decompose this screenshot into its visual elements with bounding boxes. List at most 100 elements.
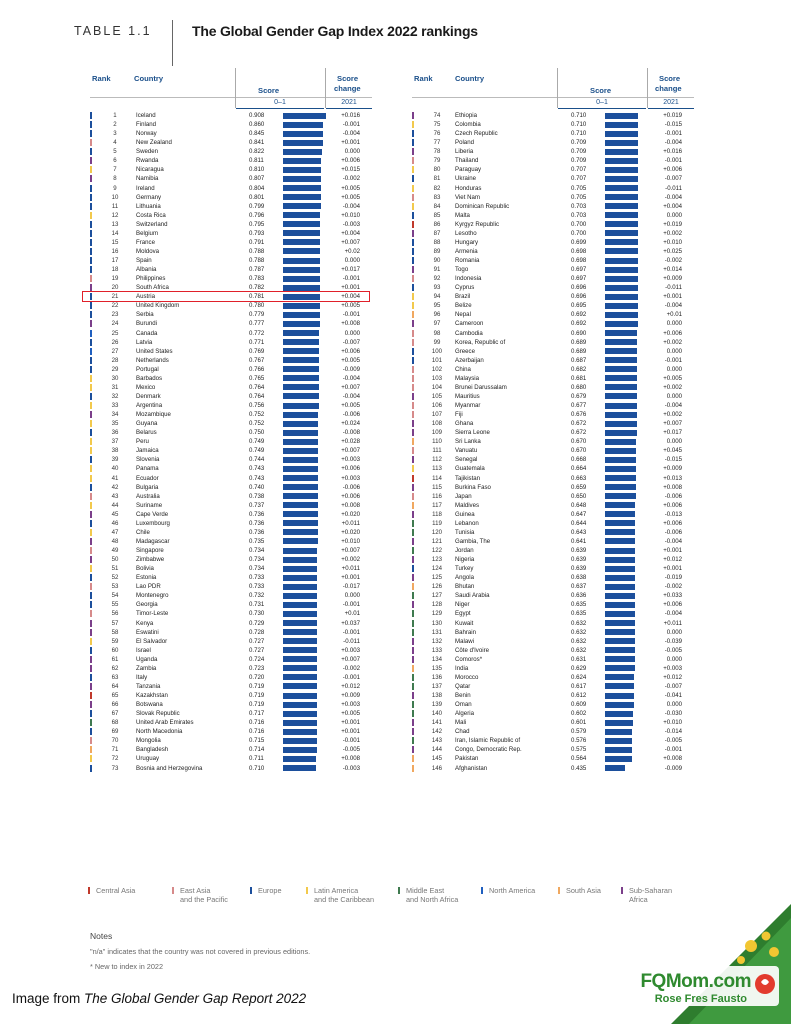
score-bar bbox=[605, 130, 639, 137]
rank-cell: 34 bbox=[111, 411, 119, 419]
rank-cell: 127 bbox=[431, 592, 443, 600]
score-change-cell: 0.000 bbox=[344, 592, 360, 600]
table-row: 105 Mauritius 0.679 0.000 bbox=[412, 392, 694, 401]
country-cell: Thailand bbox=[455, 157, 479, 165]
score-change-cell: -0.007 bbox=[664, 175, 682, 183]
right-vdivider-1 bbox=[557, 68, 558, 108]
score-bar bbox=[605, 402, 637, 409]
table-row: 54 Montenegro 0.732 0.000 bbox=[90, 591, 372, 600]
table-row: 19 Philippines 0.783 -0.001 bbox=[90, 274, 372, 283]
region-marker bbox=[412, 664, 414, 672]
score-change-cell: 0.000 bbox=[666, 701, 682, 709]
region-marker bbox=[412, 293, 414, 301]
score-bar bbox=[283, 583, 318, 590]
country-cell: Brunei Darussalam bbox=[455, 383, 507, 391]
source-prefix: Image from bbox=[12, 991, 85, 1006]
table-row: 36 Belarus 0.750 -0.008 bbox=[90, 428, 372, 437]
score-change-cell: +0.004 bbox=[341, 293, 360, 301]
score-change-cell: +0.011 bbox=[663, 619, 682, 627]
country-cell: Senegal bbox=[455, 456, 478, 464]
country-cell: Madagascar bbox=[136, 537, 170, 545]
table-row: 92 Indonesia 0.697 +0.009 bbox=[412, 274, 694, 283]
table-row: 141 Mali 0.601 +0.010 bbox=[412, 718, 694, 727]
score-change-cell: +0.003 bbox=[341, 701, 360, 709]
country-cell: Bolivia bbox=[136, 565, 154, 573]
score-cell: 0.715 bbox=[249, 737, 265, 745]
score-bar bbox=[605, 520, 636, 527]
score-bar bbox=[283, 175, 321, 182]
score-cell: 0.841 bbox=[249, 139, 265, 147]
rank-cell: 40 bbox=[111, 465, 119, 473]
table-row: 47 Chile 0.736 +0.020 bbox=[90, 528, 372, 537]
table-row: 6 Rwanda 0.811 +0.006 bbox=[90, 156, 372, 165]
region-marker bbox=[412, 574, 414, 582]
score-change-cell: -0.017 bbox=[342, 583, 360, 591]
country-cell: Namibia bbox=[136, 175, 159, 183]
rank-cell: 31 bbox=[111, 383, 119, 391]
score-change-cell: +0.001 bbox=[341, 284, 360, 292]
score-cell: 0.680 bbox=[571, 383, 587, 391]
table-row: 52 Estonia 0.733 +0.001 bbox=[90, 573, 372, 582]
country-cell: Cambodia bbox=[455, 329, 483, 337]
region-marker bbox=[90, 411, 92, 419]
region-marker bbox=[412, 501, 414, 509]
title-divider bbox=[172, 20, 173, 66]
region-marker bbox=[90, 465, 92, 473]
country-cell: Côte d'Ivoire bbox=[455, 646, 490, 654]
score-change-cell: +0.006 bbox=[663, 166, 682, 174]
score-cell: 0.679 bbox=[571, 392, 587, 400]
region-marker bbox=[412, 655, 414, 663]
country-cell: Jamaica bbox=[136, 447, 159, 455]
score-change-cell: +0.006 bbox=[341, 157, 360, 165]
rank-cell: 143 bbox=[431, 737, 443, 745]
rank-cell: 13 bbox=[111, 220, 119, 228]
score-cell: 0.810 bbox=[249, 166, 265, 174]
table-row: 135 India 0.629 +0.003 bbox=[412, 664, 694, 673]
region-marker bbox=[412, 112, 414, 119]
score-cell: 0.664 bbox=[571, 465, 587, 473]
table-row: 75 Colombia 0.710 -0.015 bbox=[412, 120, 694, 129]
rank-cell: 35 bbox=[111, 420, 119, 428]
score-bar bbox=[605, 302, 638, 309]
rank-cell: 133 bbox=[431, 646, 443, 654]
score-cell: 0.696 bbox=[571, 293, 587, 301]
score-cell: 0.750 bbox=[249, 429, 265, 437]
score-bar bbox=[605, 465, 637, 472]
region-marker bbox=[412, 238, 414, 246]
rank-cell: 84 bbox=[433, 202, 441, 210]
country-cell: Azerbaijan bbox=[455, 356, 484, 364]
rank-cell: 83 bbox=[433, 193, 441, 201]
rank-cell: 78 bbox=[433, 148, 441, 156]
country-cell: Mauritius bbox=[455, 392, 480, 400]
table-row: 97 Cameroon 0.692 0.000 bbox=[412, 319, 694, 328]
rank-cell: 134 bbox=[431, 655, 443, 663]
rank-cell: 93 bbox=[433, 284, 441, 292]
table-row: 46 Luxembourg 0.736 +0.011 bbox=[90, 519, 372, 528]
rank-cell: 10 bbox=[111, 193, 119, 201]
country-cell: Kenya bbox=[136, 619, 154, 627]
rank-cell: 48 bbox=[111, 537, 119, 545]
score-change-cell: -0.008 bbox=[342, 429, 360, 437]
score-change-cell: +0.001 bbox=[663, 565, 682, 573]
score-cell: 0.717 bbox=[249, 710, 265, 718]
score-bar bbox=[283, 139, 323, 146]
rank-cell: 60 bbox=[111, 646, 119, 654]
region-marker bbox=[90, 311, 92, 319]
rank-cell: 67 bbox=[111, 710, 119, 718]
score-change-cell: +0.005 bbox=[341, 184, 360, 192]
country-cell: Paraguay bbox=[455, 166, 482, 174]
rank-cell: 114 bbox=[432, 474, 442, 482]
score-cell: 0.695 bbox=[571, 302, 587, 310]
rank-cell: 80 bbox=[433, 166, 441, 174]
legend-swatch bbox=[481, 887, 483, 894]
score-change-cell: +0.037 bbox=[341, 619, 360, 627]
table-row: 109 Sierra Leone 0.672 +0.017 bbox=[412, 428, 694, 437]
score-cell: 0.635 bbox=[571, 610, 587, 618]
score-bar bbox=[605, 357, 638, 364]
region-marker bbox=[412, 646, 414, 654]
score-change-cell: +0.014 bbox=[663, 266, 682, 274]
score-change-cell: +0.010 bbox=[341, 537, 360, 545]
rank-cell: 57 bbox=[111, 619, 119, 627]
rank-cell: 87 bbox=[433, 229, 441, 237]
score-change-cell: +0.01 bbox=[666, 311, 682, 319]
